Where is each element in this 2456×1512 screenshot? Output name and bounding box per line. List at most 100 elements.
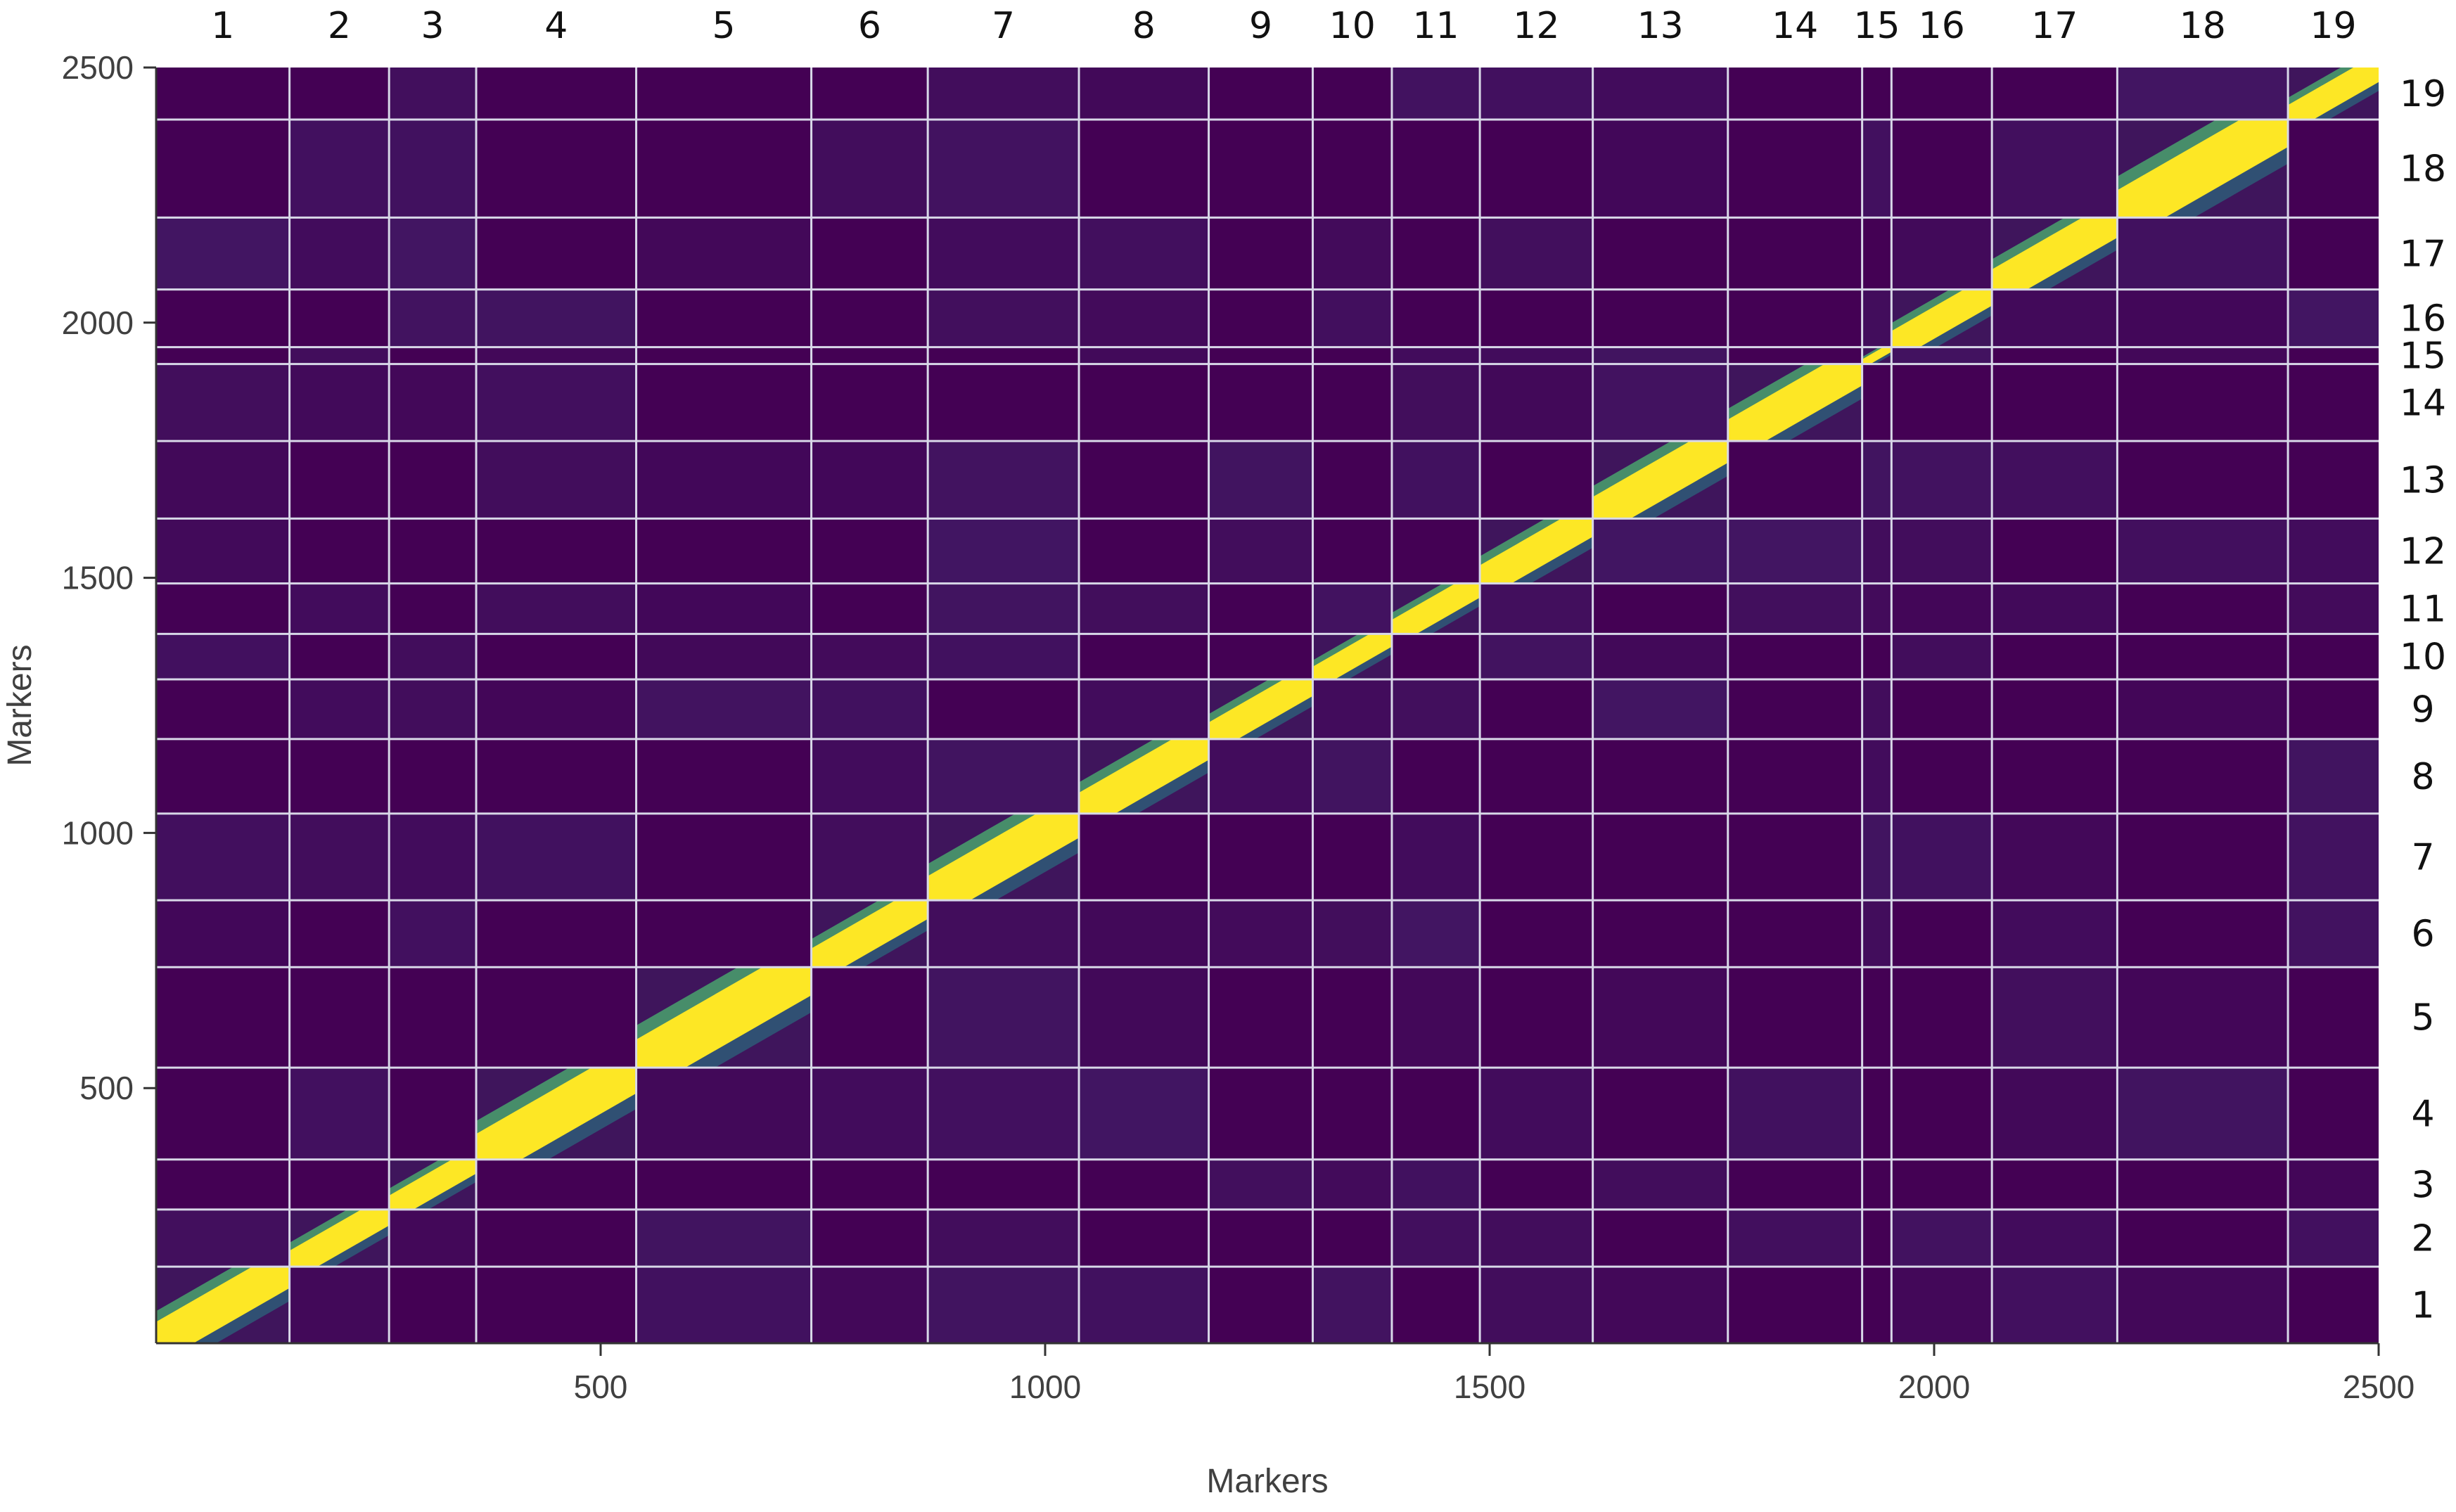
texture-patch [1992,900,2118,968]
chromosome-label-right: 1 [2411,1285,2434,1327]
ld-block-edge [1891,289,1964,331]
chromosome-label-right: 13 [2400,459,2446,501]
texture-patch [476,441,637,519]
ld-block-corner [1431,606,1480,634]
ld-block-chr-13 [1592,441,1728,519]
texture-patch [1891,813,1993,901]
ld-block-edge [289,1209,362,1251]
texture-patch [2117,967,2289,1068]
ld-block-edge [1312,634,1370,667]
ld-block-core [1592,441,1728,519]
texture-patch [2288,900,2379,968]
texture-patch [1208,738,1313,814]
ld-block-core [156,1267,290,1343]
texture-patch [1391,813,1480,901]
ld-block-core [1992,217,2118,290]
ld-block-edge [1727,364,1825,420]
texture-patch [1992,583,2118,634]
ld-block-core [1480,518,1593,584]
texture-patch [1079,1267,1209,1343]
ld-block-corner [476,1068,570,1121]
texture-patch [2117,217,2289,290]
ld-block-corner [548,1108,637,1160]
texture-patch [1862,441,1892,519]
chromosome-label-right: 17 [2400,233,2446,275]
texture-patch [156,1209,290,1267]
texture-patch [2117,1068,2289,1160]
ld-block-corner [864,930,928,968]
ld-block-core [1079,738,1209,814]
ld-block-corner [289,1209,347,1243]
texture-patch [1862,738,1892,814]
texture-patch [2117,679,2289,739]
ld-block-chr-3 [389,1159,477,1210]
ld-block-edge [1079,738,1172,793]
ld-block-chr-7 [928,813,1080,901]
ld-block-corner [389,1159,440,1189]
ld-block-edge [1480,518,1561,565]
ld-block-corner [156,1267,234,1312]
ld-block-corner [2288,68,2341,98]
texture-patch [1862,813,1892,901]
ld-block-edge [1992,217,2083,269]
texture-patch [1480,1068,1593,1160]
texture-patch [928,68,1080,120]
ld-block-chr-17 [1992,217,2118,290]
ld-block-edge [2117,120,2241,191]
texture-patch [1208,1159,1313,1210]
ld-block-chr-10 [1312,634,1392,679]
texture-patch [1079,347,1209,364]
texture-patch [811,1267,928,1343]
texture-patch [1592,68,1728,120]
chromosome-label-top: 7 [992,5,1015,47]
texture-patch [289,364,390,442]
ld-block-edge [1862,347,1883,359]
ld-block-chr-5 [636,967,812,1068]
ld-block-edge [2288,68,2353,105]
texture-patch [1312,1159,1392,1210]
ld-block-core [389,1159,477,1210]
chromosome-label-top: 5 [712,5,736,47]
texture-patch [2117,289,2289,347]
texture-patch [476,813,637,901]
ld-block-chr-1 [156,1267,290,1343]
ld-block-chr-18 [2117,120,2289,218]
texture-patch [1592,1267,1728,1343]
texture-patch [1480,364,1593,442]
texture-patch [1862,289,1892,347]
texture-patch [1592,347,1728,364]
texture-patch [1992,289,2118,347]
texture-patch [1891,634,1993,679]
ld-block-core [2288,68,2379,120]
texture-patch [2288,583,2379,634]
ld-block-corner [1788,398,1862,442]
ld-block-corner [1208,679,1269,715]
ld-block-edge [1592,441,1690,497]
ld-block-corner [811,900,879,940]
texture-patch [389,289,477,347]
texture-patch [1312,679,1392,739]
ld-block-chr-16 [1891,289,1993,347]
y-tick-label: 1500 [62,560,134,596]
chromosome-label-right: 16 [2400,298,2446,340]
y-axis-label: Markers [1,644,39,766]
x-tick-label: 1000 [1009,1369,1081,1405]
ld-block-corner [1936,315,1993,347]
texture-patch [289,679,390,739]
ld-block-chr-4 [476,1068,637,1160]
texture-patch [1592,967,1728,1068]
texture-patch [1079,900,1209,968]
ld-block-core [476,1068,637,1160]
texture-patch [156,518,290,584]
ld-block-corner [1137,772,1209,814]
texture-patch [1862,583,1892,634]
texture-patch [289,347,390,364]
texture-patch [1592,518,1728,584]
texture-patch [636,634,812,679]
diagonal-ld-blocks [156,68,2379,1343]
ld-block-corner [995,852,1080,901]
ld-block-core [1862,347,1892,364]
texture-patch [1727,583,1862,634]
